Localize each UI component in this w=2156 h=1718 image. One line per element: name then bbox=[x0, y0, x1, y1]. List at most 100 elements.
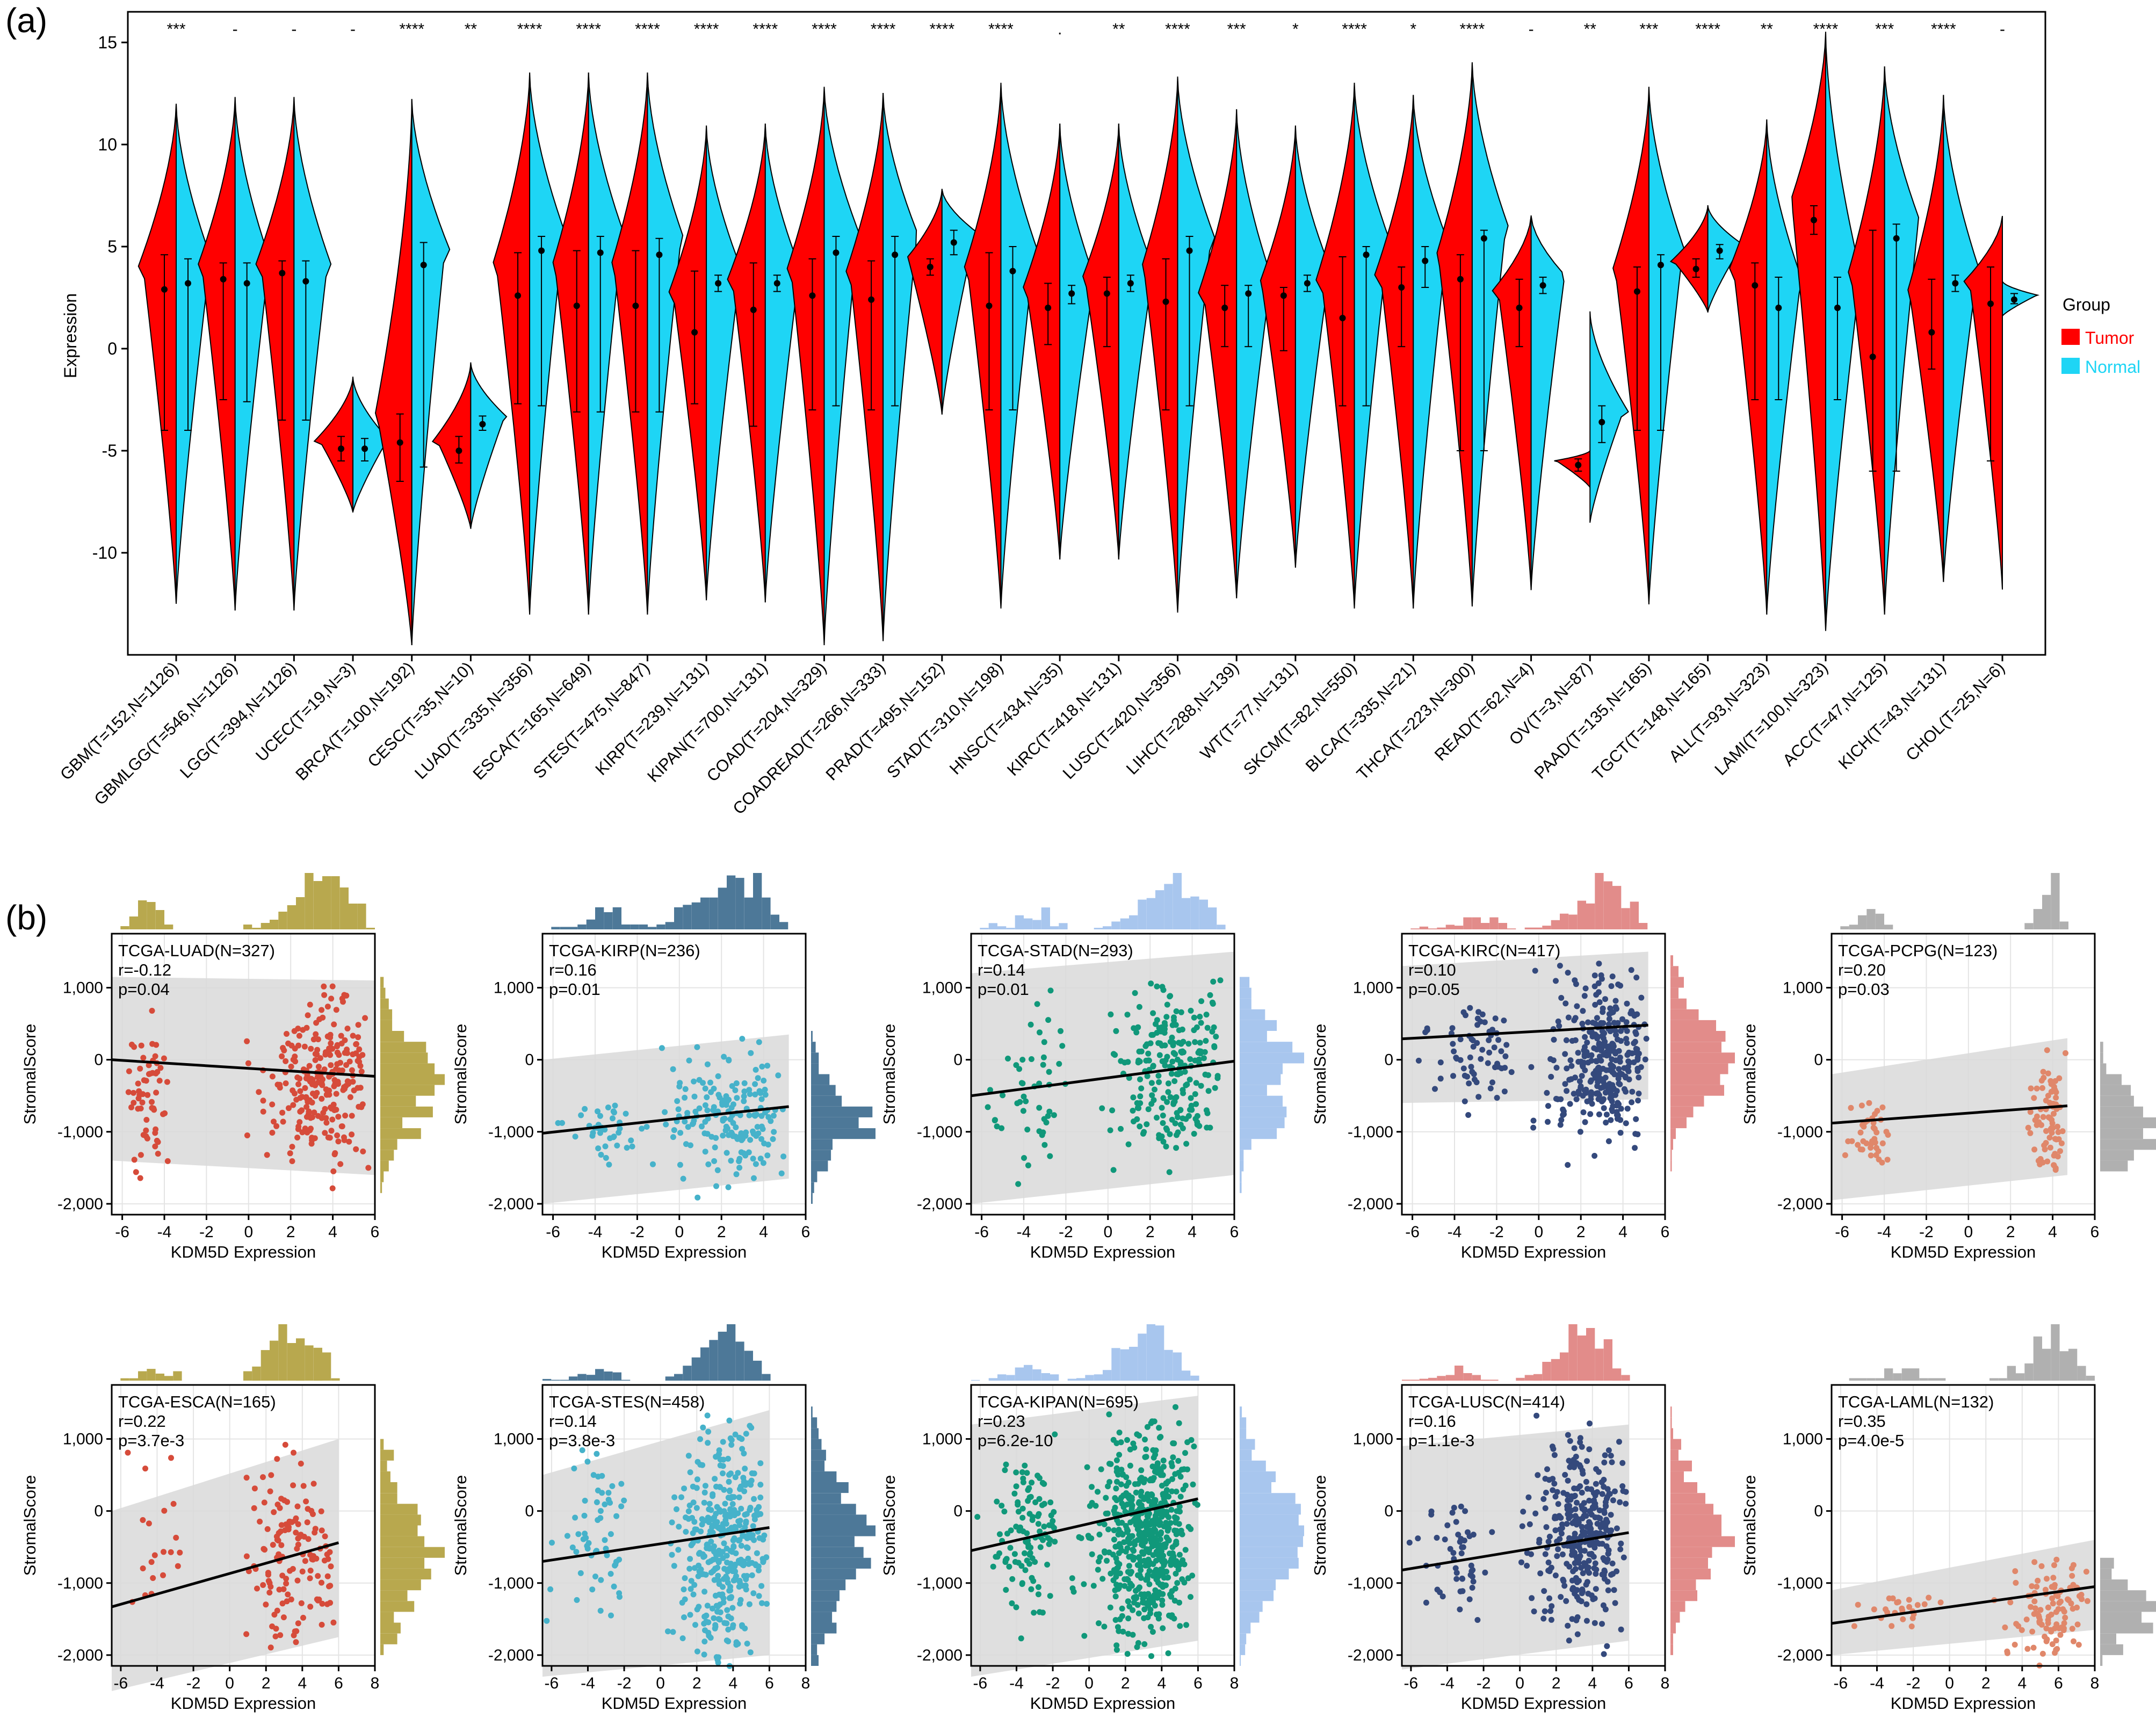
data-point bbox=[1458, 1503, 1464, 1510]
data-point bbox=[1582, 1119, 1588, 1125]
data-point bbox=[1623, 1088, 1629, 1095]
data-point bbox=[1003, 1461, 1009, 1468]
data-point bbox=[1601, 1030, 1608, 1036]
data-point bbox=[2047, 1144, 2053, 1151]
hist-bar-top bbox=[1182, 898, 1191, 929]
hist-bar-right bbox=[1670, 1525, 1721, 1536]
hist-bar-right bbox=[1240, 1482, 1271, 1493]
data-point bbox=[2051, 1086, 2057, 1092]
significance-mark: . bbox=[1058, 20, 1062, 38]
data-point bbox=[1606, 1011, 1612, 1017]
significance-mark: *** bbox=[1227, 20, 1246, 38]
data-point bbox=[1018, 1080, 1025, 1086]
hist-bar-right bbox=[380, 1557, 425, 1569]
data-point bbox=[1161, 1020, 1168, 1026]
data-point bbox=[1024, 1470, 1030, 1476]
data-point bbox=[1469, 1585, 1475, 1591]
data-point bbox=[1011, 1490, 1018, 1497]
data-point bbox=[294, 1503, 301, 1510]
data-point bbox=[148, 1559, 155, 1565]
data-point bbox=[1453, 1570, 1460, 1576]
data-point bbox=[289, 1158, 295, 1164]
data-point bbox=[293, 1628, 300, 1634]
violin-half-normal bbox=[1294, 125, 1332, 568]
x-tick-label: -6 bbox=[1404, 1674, 1419, 1692]
correlation-r: r=0.10 bbox=[1408, 961, 1456, 979]
mean-point-tumor bbox=[338, 445, 345, 452]
data-point bbox=[764, 1601, 770, 1607]
data-point bbox=[1024, 1530, 1030, 1536]
data-point bbox=[1167, 993, 1174, 999]
data-point bbox=[1141, 1641, 1148, 1647]
data-point bbox=[710, 1529, 716, 1536]
data-point bbox=[1002, 1557, 1009, 1563]
hist-bar-top bbox=[1621, 908, 1630, 929]
data-point bbox=[696, 1105, 703, 1111]
hist-bar-right bbox=[380, 1150, 394, 1161]
data-point bbox=[1590, 1503, 1597, 1510]
data-point bbox=[1041, 1039, 1047, 1045]
data-point bbox=[344, 1050, 350, 1056]
data-point bbox=[1160, 1120, 1166, 1126]
data-point bbox=[1581, 1087, 1588, 1094]
data-point bbox=[1198, 1020, 1204, 1026]
data-point bbox=[758, 1583, 765, 1589]
data-point bbox=[274, 1607, 280, 1614]
data-point bbox=[670, 1629, 676, 1635]
data-point bbox=[149, 1041, 156, 1047]
hist-bar-top bbox=[1866, 909, 1876, 929]
hist-bar-top bbox=[718, 1331, 727, 1381]
data-point bbox=[1113, 1485, 1119, 1492]
data-point bbox=[135, 1106, 141, 1112]
hist-bar-right bbox=[1670, 1160, 1672, 1172]
data-point bbox=[308, 1045, 314, 1052]
data-point bbox=[756, 1535, 763, 1541]
data-point bbox=[1141, 1606, 1148, 1613]
hist-bar-top bbox=[1533, 1374, 1543, 1381]
data-point bbox=[1015, 1508, 1022, 1515]
data-point bbox=[1138, 1085, 1145, 1092]
data-point bbox=[341, 992, 348, 998]
x-tick-label: 6 bbox=[801, 1223, 811, 1241]
significance-mark: * bbox=[1410, 20, 1416, 38]
hist-bar-top bbox=[1164, 1349, 1173, 1381]
data-point bbox=[602, 1143, 609, 1150]
data-point bbox=[706, 1506, 712, 1512]
hist-bar-top bbox=[147, 902, 156, 929]
hist-bar-top bbox=[1901, 1368, 1911, 1381]
data-point bbox=[643, 1124, 650, 1130]
data-point bbox=[721, 1508, 727, 1514]
data-point bbox=[1555, 1501, 1561, 1507]
significance-mark: **** bbox=[1813, 20, 1839, 38]
hist-bar-top bbox=[1076, 1378, 1086, 1381]
data-point bbox=[1154, 1462, 1161, 1468]
hist-bar-top bbox=[586, 919, 595, 929]
data-point bbox=[662, 1109, 668, 1115]
data-point bbox=[131, 1100, 137, 1106]
hist-bar-top bbox=[129, 916, 138, 929]
data-point bbox=[175, 1563, 181, 1569]
data-point bbox=[671, 1494, 678, 1500]
violin-half-tumor bbox=[964, 83, 1002, 609]
x-tick-label: KIPAN(T=700,N=131) bbox=[643, 658, 771, 786]
data-point bbox=[1113, 1465, 1120, 1471]
data-point bbox=[279, 1053, 285, 1059]
data-point bbox=[1152, 1502, 1158, 1508]
data-point bbox=[280, 1118, 286, 1125]
data-point bbox=[594, 1499, 600, 1505]
data-point bbox=[688, 1142, 693, 1149]
x-tick-label: KICH(T=43,N=131) bbox=[1835, 658, 1950, 773]
data-point bbox=[1590, 1490, 1597, 1496]
data-point bbox=[1059, 1043, 1066, 1049]
hist-bar-right bbox=[1670, 1020, 1716, 1031]
data-point bbox=[321, 983, 327, 990]
hist-bar-right bbox=[811, 1536, 855, 1547]
y-tick-label: 0 bbox=[1814, 1051, 1823, 1069]
hist-bar-top bbox=[1173, 873, 1182, 929]
y-tick-label: -1,000 bbox=[57, 1123, 103, 1141]
data-point bbox=[724, 1637, 730, 1644]
data-point bbox=[1616, 1080, 1622, 1087]
hist-bar-top bbox=[1866, 1378, 1876, 1381]
data-point bbox=[1423, 1599, 1429, 1606]
data-point bbox=[1141, 1129, 1147, 1135]
